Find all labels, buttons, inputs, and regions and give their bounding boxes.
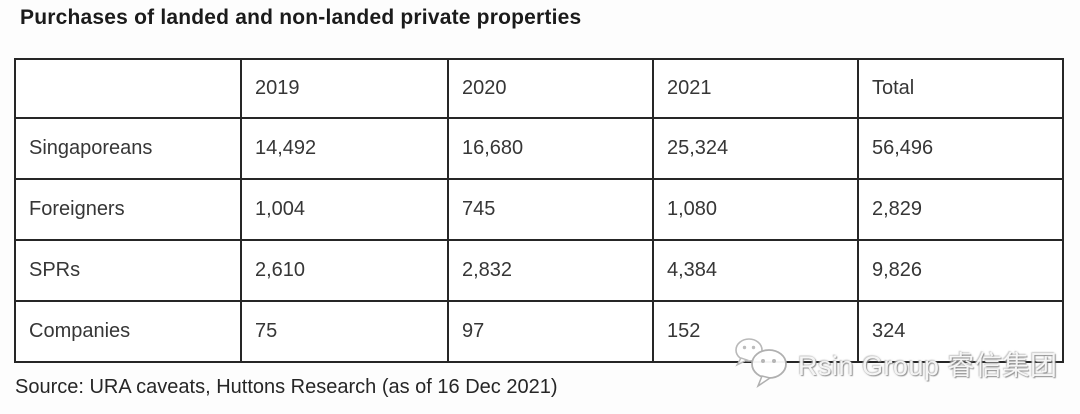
table-row-sprs: SPRs 2,610 2,832 4,384 9,826 [14, 239, 1064, 302]
table-cell: 2,610 [240, 239, 449, 302]
table-cell: 56,496 [857, 117, 1064, 180]
table-cell: 14,492 [240, 117, 449, 180]
header-cell-2019: 2019 [240, 58, 449, 119]
table-cell: 152 [652, 300, 859, 363]
table-cell: 4,384 [652, 239, 859, 302]
table-cell: 324 [857, 300, 1064, 363]
table-cell: 16,680 [447, 117, 654, 180]
table-cell: 745 [447, 178, 654, 241]
row-label: Singaporeans [14, 117, 242, 180]
table-cell: 1,080 [652, 178, 859, 241]
header-cell-2021: 2021 [652, 58, 859, 119]
header-cell-blank [14, 58, 242, 119]
table-cell: 97 [447, 300, 654, 363]
table-cell: 9,826 [857, 239, 1064, 302]
table-row-companies: Companies 75 97 152 324 [14, 300, 1064, 363]
row-label: Companies [14, 300, 242, 363]
table-cell: 2,832 [447, 239, 654, 302]
table-row-foreigners: Foreigners 1,004 745 1,080 2,829 [14, 178, 1064, 241]
header-cell-2020: 2020 [447, 58, 654, 119]
table-cell: 25,324 [652, 117, 859, 180]
table-row-singaporeans: Singaporeans 14,492 16,680 25,324 56,496 [14, 117, 1064, 180]
table-header-row: 2019 2020 2021 Total [14, 58, 1064, 119]
row-label: Foreigners [14, 178, 242, 241]
property-purchases-table: 2019 2020 2021 Total Singaporeans 14,492… [14, 58, 1064, 363]
page-title: Purchases of landed and non-landed priva… [20, 6, 582, 29]
row-label: SPRs [14, 239, 242, 302]
header-cell-total: Total [857, 58, 1064, 119]
table-cell: 75 [240, 300, 449, 363]
source-note: Source: URA caveats, Huttons Research (a… [15, 376, 558, 398]
table-cell: 2,829 [857, 178, 1064, 241]
table-cell: 1,004 [240, 178, 449, 241]
